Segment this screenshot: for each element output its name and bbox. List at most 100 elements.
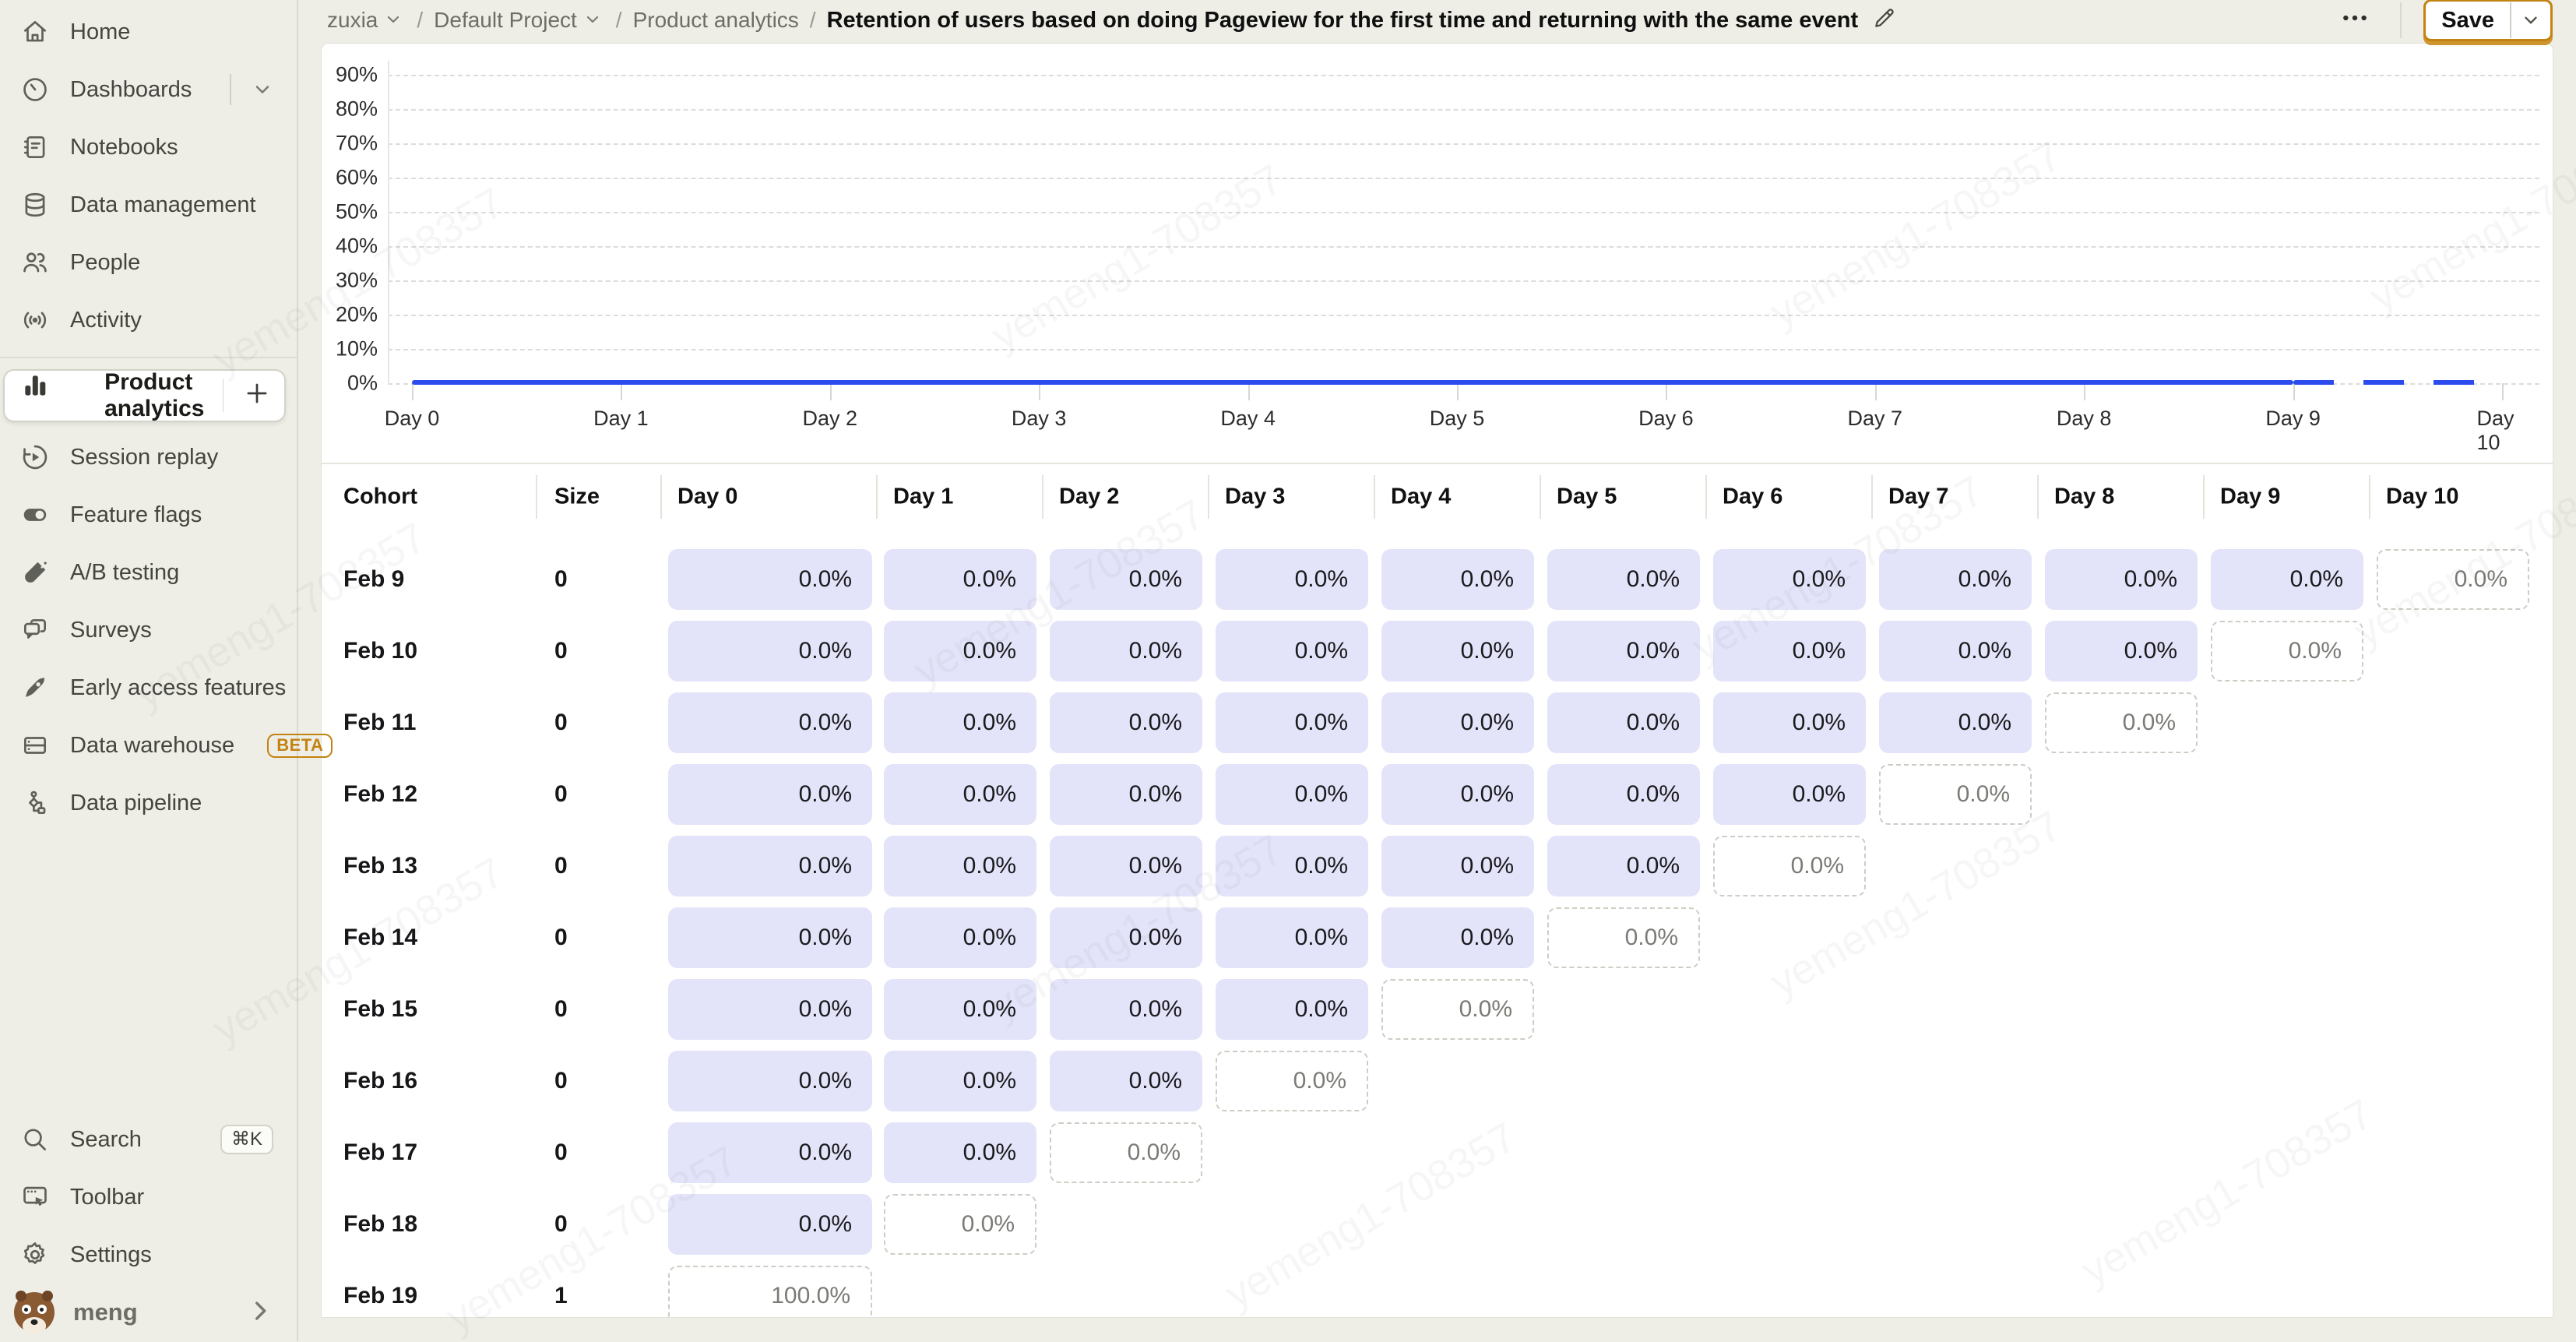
retention-cell[interactable]: 0.0% <box>1050 836 1202 896</box>
retention-cell[interactable]: 0.0% <box>884 1051 1036 1111</box>
retention-cell[interactable]: 0.0% <box>1216 1051 1368 1111</box>
column-header-day-10: Day 10 <box>2386 484 2459 509</box>
retention-cell[interactable]: 0.0% <box>668 979 872 1040</box>
retention-cell[interactable]: 0.0% <box>1050 692 1202 753</box>
edit-title-button[interactable] <box>1872 5 1897 36</box>
retention-cell[interactable]: 0.0% <box>1381 621 1534 682</box>
sidebar-item-feature-flags[interactable]: Feature flags <box>0 486 297 544</box>
retention-cell[interactable]: 0.0% <box>884 1122 1036 1183</box>
sidebar-item-toolbar[interactable]: Toolbar <box>0 1168 297 1226</box>
new-insight-button[interactable] <box>242 379 272 413</box>
sidebar-item-early-access-features[interactable]: Early access features <box>0 659 297 717</box>
retention-cell[interactable]: 0.0% <box>1050 1051 1202 1111</box>
retention-cell[interactable]: 0.0% <box>1381 836 1534 896</box>
retention-cell[interactable]: 0.0% <box>1216 621 1368 682</box>
retention-cell[interactable]: 0.0% <box>668 764 872 825</box>
retention-cell[interactable]: 0.0% <box>1713 764 1866 825</box>
retention-cell[interactable]: 0.0% <box>884 692 1036 753</box>
sidebar-item-people[interactable]: People <box>0 234 297 291</box>
retention-cell[interactable]: 0.0% <box>1216 907 1368 968</box>
retention-cell[interactable]: 0.0% <box>1713 836 1866 896</box>
sidebar-item-dashboards[interactable]: Dashboards <box>0 61 297 118</box>
cohort-size: 0 <box>554 853 568 879</box>
breadcrumb-org[interactable]: zuxia <box>327 8 406 33</box>
sidebar-item-data-management[interactable]: Data management <box>0 176 297 234</box>
retention-cell[interactable]: 0.0% <box>884 1194 1036 1255</box>
retention-cell[interactable]: 0.0% <box>1216 692 1368 753</box>
x-axis-tick <box>1457 383 1459 400</box>
dashboards-icon <box>20 75 50 104</box>
more-options-button[interactable] <box>2331 0 2378 44</box>
retention-cell[interactable]: 0.0% <box>1547 549 1700 610</box>
retention-cell[interactable]: 0.0% <box>668 1122 872 1183</box>
retention-cell[interactable]: 0.0% <box>1050 764 1202 825</box>
sidebar-item-home[interactable]: Home <box>0 3 297 61</box>
sidebar-item-search[interactable]: Search ⌘K <box>0 1111 297 1168</box>
header-separator <box>2037 475 2039 519</box>
retention-cell[interactable]: 0.0% <box>1381 549 1534 610</box>
retention-cell[interactable]: 0.0% <box>884 764 1036 825</box>
cohort-size: 0 <box>554 781 568 807</box>
retention-cell[interactable]: 0.0% <box>1050 1122 1202 1183</box>
retention-cell[interactable]: 0.0% <box>1381 764 1534 825</box>
retention-cell[interactable]: 0.0% <box>1216 764 1368 825</box>
retention-cell[interactable]: 0.0% <box>1713 621 1866 682</box>
retention-cell[interactable]: 0.0% <box>1547 764 1700 825</box>
retention-cell[interactable]: 0.0% <box>668 1051 872 1111</box>
retention-cell[interactable]: 0.0% <box>668 549 872 610</box>
retention-cell[interactable]: 0.0% <box>1547 907 1700 968</box>
retention-cell[interactable]: 0.0% <box>1216 979 1368 1040</box>
retention-cell[interactable]: 0.0% <box>2045 621 2198 682</box>
sidebar-item-session-replay[interactable]: Session replay <box>0 428 297 486</box>
retention-cell[interactable]: 0.0% <box>1879 549 2032 610</box>
sidebar-item-a-b-testing[interactable]: A/B testing <box>0 544 297 601</box>
retention-cell[interactable]: 0.0% <box>1381 907 1534 968</box>
save-button[interactable]: Save <box>2423 0 2553 41</box>
retention-cell[interactable]: 100.0% <box>668 1266 872 1317</box>
retention-cell[interactable]: 0.0% <box>1547 621 1700 682</box>
retention-cell[interactable]: 0.0% <box>668 907 872 968</box>
retention-cell[interactable]: 0.0% <box>668 621 872 682</box>
retention-cell[interactable]: 0.0% <box>668 692 872 753</box>
retention-cell[interactable]: 0.0% <box>1713 549 1866 610</box>
retention-cell[interactable]: 0.0% <box>1879 764 2032 825</box>
retention-cell[interactable]: 0.0% <box>2211 549 2363 610</box>
retention-cell[interactable]: 0.0% <box>2377 549 2529 610</box>
retention-cell[interactable]: 0.0% <box>668 836 872 896</box>
retention-cell[interactable]: 0.0% <box>1547 692 1700 753</box>
retention-cell[interactable]: 0.0% <box>1050 621 1202 682</box>
retention-cell[interactable]: 0.0% <box>1879 621 2032 682</box>
sidebar-item-data-pipeline[interactable]: Data pipeline <box>0 774 297 832</box>
user-menu[interactable]: meng <box>0 1284 297 1341</box>
retention-cell[interactable]: 0.0% <box>884 836 1036 896</box>
retention-cell[interactable]: 0.0% <box>1050 979 1202 1040</box>
retention-cell[interactable]: 0.0% <box>1216 549 1368 610</box>
breadcrumb-section[interactable]: Product analytics <box>633 8 799 33</box>
retention-cell[interactable]: 0.0% <box>668 1194 872 1255</box>
retention-cell[interactable]: 0.0% <box>2045 692 2198 753</box>
sidebar-item-product-analytics[interactable]: Product analytics <box>3 369 286 422</box>
retention-cell[interactable]: 0.0% <box>884 907 1036 968</box>
retention-cell[interactable]: 0.0% <box>2045 549 2198 610</box>
sidebar-item-settings[interactable]: Settings <box>0 1226 297 1284</box>
sidebar-item-activity[interactable]: Activity <box>0 291 297 349</box>
retention-cell[interactable]: 0.0% <box>2211 621 2363 682</box>
retention-cell[interactable]: 0.0% <box>884 549 1036 610</box>
save-options-button[interactable] <box>2511 10 2550 30</box>
sidebar-item-data-warehouse[interactable]: Data warehouse BETA <box>0 717 333 774</box>
sidebar-item-surveys[interactable]: Surveys <box>0 601 297 659</box>
retention-cell[interactable]: 0.0% <box>1381 692 1534 753</box>
retention-cell[interactable]: 0.0% <box>1381 979 1534 1040</box>
retention-cell[interactable]: 0.0% <box>884 979 1036 1040</box>
retention-cell[interactable]: 0.0% <box>1050 907 1202 968</box>
retention-cell[interactable]: 0.0% <box>1713 692 1866 753</box>
people-icon <box>20 248 50 277</box>
retention-cell[interactable]: 0.0% <box>1879 692 2032 753</box>
sidebar-item-notebooks[interactable]: Notebooks <box>0 118 297 176</box>
breadcrumb-project[interactable]: Default Project <box>434 8 605 33</box>
retention-cell[interactable]: 0.0% <box>1547 836 1700 896</box>
retention-cell[interactable]: 0.0% <box>1050 549 1202 610</box>
retention-cell[interactable]: 0.0% <box>884 621 1036 682</box>
sidebar-divider <box>0 357 297 358</box>
retention-cell[interactable]: 0.0% <box>1216 836 1368 896</box>
